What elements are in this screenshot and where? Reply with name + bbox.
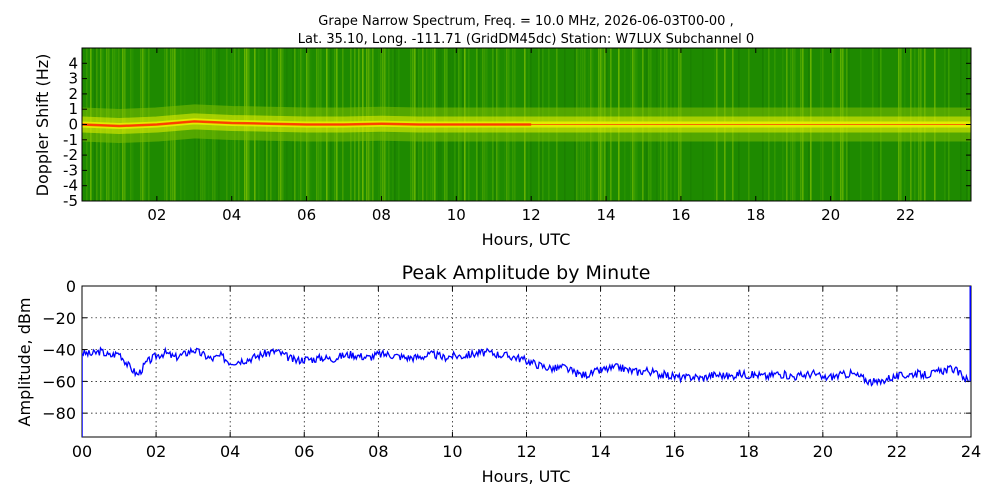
amplitude-title: Peak Amplitude by Minute — [402, 262, 651, 284]
amplitude-panel: Peak Amplitude by Minute 00 02 04 06 08 10 12 1… — [15, 262, 981, 486]
spectrogram-y-tick-label: -3 — [63, 161, 78, 179]
spectrogram-x-tick-label: 10 — [447, 206, 466, 224]
spectrogram-y-tick-label: 1 — [68, 100, 78, 118]
spectrogram-x-axis-label: Hours, UTC — [482, 230, 571, 249]
spectrogram-y-tick-label: 4 — [68, 54, 78, 72]
amplitude-x-tick-label: 10 — [442, 442, 462, 461]
spectrogram-x-tick-label: 22 — [896, 206, 915, 224]
amplitude-x-tick-label: 20 — [813, 442, 833, 461]
spectrogram-x-tick-label: 08 — [372, 206, 391, 224]
spectrogram-y-tick-label: 3 — [68, 70, 78, 88]
amplitude-y-tick-label: 0 — [66, 277, 76, 296]
spectrogram-y-axis-label: Doppler Shift (Hz) — [33, 54, 52, 197]
spectrogram-y-tick-label: 0 — [68, 116, 78, 134]
spectrogram-y-tick-label: -5 — [63, 192, 78, 210]
amplitude-y-tick-label: −60 — [42, 372, 76, 391]
amplitude-x-tick-label: 06 — [294, 442, 314, 461]
spectrogram-x-tick-label: 04 — [222, 206, 241, 224]
amplitude-x-tick-label: 04 — [220, 442, 240, 461]
spectrogram-x-ticks: 02 04 06 08 10 12 14 16 18 20 22 — [147, 48, 915, 224]
amplitude-x-tick-label: 08 — [368, 442, 388, 461]
spectrogram-y-tick-label: -4 — [63, 177, 78, 195]
amplitude-y-tick-label: −80 — [42, 404, 76, 423]
amplitude-y-tick-label: −20 — [42, 309, 76, 328]
spectrogram-x-tick-label: 18 — [746, 206, 765, 224]
amplitude-x-tick-label: 22 — [887, 442, 907, 461]
signal-carrier-line — [82, 120, 971, 127]
amplitude-x-tick-label: 00 — [72, 442, 92, 461]
amplitude-x-tick-label: 18 — [739, 442, 759, 461]
amplitude-x-axis-label: Hours, UTC — [482, 467, 571, 486]
amplitude-x-ticks: 00 02 04 06 08 10 12 14 16 18 20 22 24 — [72, 286, 981, 461]
amplitude-plot-area — [82, 286, 971, 437]
amplitude-x-tick-label: 24 — [961, 442, 981, 461]
spectrogram-x-tick-label: 20 — [821, 206, 840, 224]
amplitude-x-tick-label: 16 — [664, 442, 684, 461]
amplitude-x-tick-label: 14 — [590, 442, 610, 461]
spectrogram-y-tick-label: -2 — [63, 146, 78, 164]
spectrogram-y-tick-label: 2 — [68, 85, 78, 103]
spectrogram-x-tick-label: 12 — [522, 206, 541, 224]
spectrogram-x-tick-label: 16 — [671, 206, 690, 224]
spectrogram-x-tick-label: 06 — [297, 206, 316, 224]
figure-title-line1: Grape Narrow Spectrum, Freq. = 10.0 MHz,… — [318, 14, 733, 29]
spectrogram-x-tick-label: 14 — [596, 206, 615, 224]
amplitude-y-tick-label: −40 — [42, 341, 76, 360]
amplitude-series-line — [82, 346, 970, 387]
amplitude-y-ticks: 0 −20 −40 −60 −80 — [42, 277, 971, 423]
spectrogram-signal-band — [82, 104, 971, 143]
figure-title-line2: Lat. 35.10, Long. -111.71 (GridDM45dc) S… — [298, 32, 754, 47]
amplitude-x-tick-label: 12 — [516, 442, 536, 461]
amplitude-x-tick-label: 02 — [146, 442, 166, 461]
amplitude-y-axis-label: Amplitude, dBm — [15, 298, 34, 427]
spectrogram-y-tick-label: -1 — [63, 131, 78, 149]
spectrogram-x-tick-label: 02 — [147, 206, 166, 224]
